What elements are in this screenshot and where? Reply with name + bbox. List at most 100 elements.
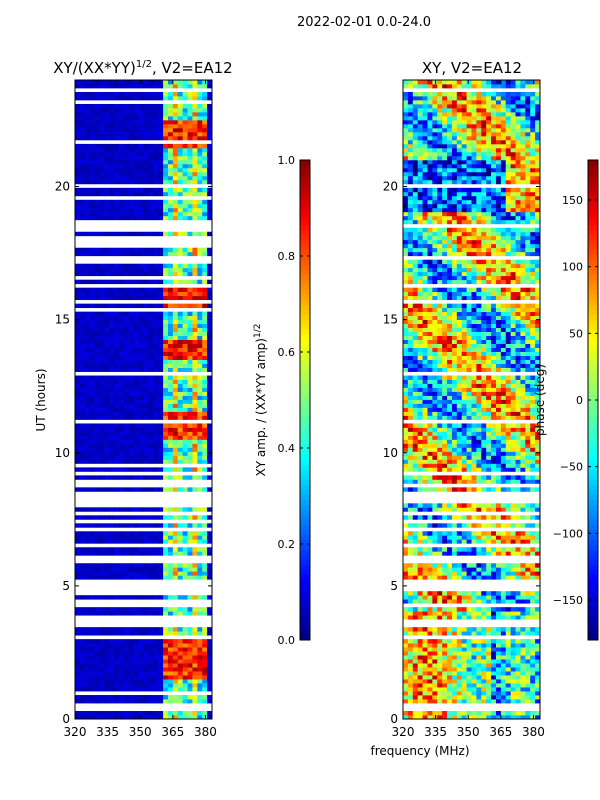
amplitude-cell [143,631,149,636]
amplitude-cell [119,143,125,149]
amplitude-cell [84,535,91,540]
amplitude-cell [143,567,149,572]
phase-cell [476,431,482,436]
phase-cell [422,699,428,704]
phase-cell [466,667,472,672]
amplitude-cell [202,319,208,325]
amplitude-cell [172,335,179,340]
amplitude-cell [182,651,188,656]
amplitude-cell [143,343,149,348]
amplitude-cell [192,167,198,173]
amplitude-cell [177,647,184,652]
phase-cell [447,611,453,616]
amplitude-cell [167,423,174,428]
amplitude-cell [114,143,120,149]
amplitude-cell [197,667,203,672]
amplitude-cell [163,687,169,692]
amplitude-cell [104,651,110,656]
amplitude-cell [197,671,203,676]
phase-cell [510,547,516,552]
amplitude-cell [143,391,149,396]
amplitude-cell [172,287,179,293]
amplitude-cell [143,155,149,161]
phase-cell [456,447,463,452]
amplitude-cell [109,167,115,173]
amplitude-cell [104,655,110,660]
amplitude-cell [148,147,154,153]
amplitude-cell [114,151,120,157]
phase-cell [505,667,512,672]
phase-cell [427,575,433,580]
amplitude-cell [202,459,208,464]
amplitude-cell [133,251,139,257]
amplitude-cell [153,455,159,460]
amplitude-cell [75,643,81,648]
amplitude-cell [114,119,120,125]
amplitude-cell [109,487,115,492]
amplitude-cell [138,683,144,688]
phase-cell [520,655,526,660]
phase-cell [442,467,448,472]
phase-cell [442,571,448,576]
amplitude-cell [119,663,125,668]
colorbar-segment [300,380,310,386]
amplitude-cell [84,179,91,185]
phase-cell [403,459,409,464]
amplitude-cell [123,363,130,368]
amplitude-cell [84,123,91,129]
amplitude-cell [182,595,188,600]
phase-cell [456,607,463,612]
phase-cell [456,515,463,520]
phase-cell [451,575,458,580]
amplitude-cell [123,595,130,600]
amplitude-cell [197,179,203,185]
phase-cell [515,643,521,648]
amplitude-cell [75,319,81,325]
amplitude-cell [94,115,100,121]
phase-cell [412,683,419,688]
phase-cell [495,643,502,648]
amplitude-cell [202,279,208,285]
amplitude-cell [177,211,184,217]
amplitude-cell [128,311,135,317]
amplitude-cell [197,303,203,309]
phase-cell [525,439,531,444]
colorbar-segment [300,620,310,626]
amplitude-cell [114,679,120,684]
phase-cell [451,699,458,704]
amplitude-cell [163,80,169,85]
phase-cell [432,487,438,492]
amplitude-cell [94,331,100,336]
phase-cell [417,439,423,444]
phase-cell [525,463,531,468]
amplitude-cell [172,107,179,113]
amplitude-cell [128,147,135,153]
amplitude-cell [182,271,188,277]
amplitude-cell [187,523,193,528]
amplitude-cell [89,355,95,360]
amplitude-cell [99,155,105,161]
amplitude-cell [109,387,115,392]
amplitude-cell [123,207,130,213]
phase-cell [491,595,497,600]
amplitude-cell [89,595,95,600]
amplitude-cell [89,231,95,237]
amplitude-cell [84,175,91,181]
phase-cell [422,639,428,644]
amplitude-cell [202,575,208,580]
phase-cell [461,455,467,460]
amplitude-cell [197,171,203,177]
amplitude-cell [94,535,100,540]
amplitude-cell [192,323,198,329]
colorbar-segment [300,630,310,636]
amplitude-cell [128,663,135,668]
amplitude-cell [133,443,139,448]
amplitude-cell [119,287,125,293]
amplitude-cell [114,423,120,428]
amplitude-cell [89,251,95,257]
amplitude-cell [94,611,100,616]
amplitude-cell [167,575,174,580]
amplitude-cell [153,303,159,309]
amplitude-cell [94,439,100,444]
phase-cell [412,571,419,576]
